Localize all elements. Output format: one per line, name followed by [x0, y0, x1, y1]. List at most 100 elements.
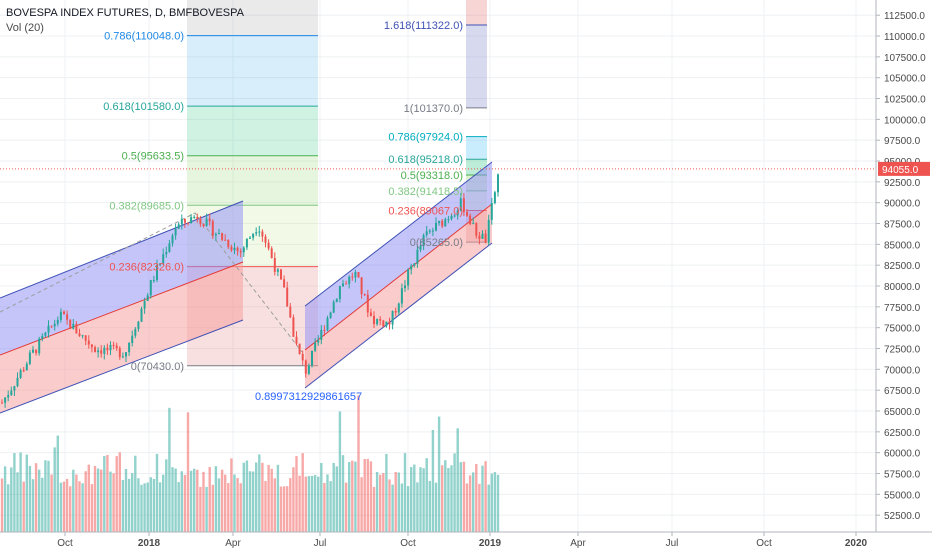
price-axis[interactable]: 52500.0 55000.0 57500.0 60000.0 62500.0 65000… [875, 0, 932, 550]
candle-body [428, 230, 431, 232]
price-tick-label: 65000.0 [884, 407, 921, 418]
price-tick-label: 100000.0 [884, 115, 926, 126]
volume-bar [0, 478, 4, 532]
symbol-title[interactable]: BOVESPA INDEX FUTURES, D, BMFBOVESPA [6, 7, 244, 19]
candle-body [478, 235, 481, 239]
candle-body [317, 339, 320, 343]
candle-body [87, 340, 90, 345]
volume-bar [413, 464, 416, 532]
candle-body [72, 323, 75, 329]
candle-body [38, 338, 41, 354]
volume-bar [366, 458, 369, 532]
candle-body [10, 390, 13, 396]
volume-bar [332, 462, 335, 532]
fib1-zone-05 [187, 155, 318, 206]
volume-bar [251, 471, 255, 532]
candle-body [298, 343, 301, 354]
volume-bar [286, 486, 289, 532]
volume-indicator-label[interactable]: Vol (20) [6, 22, 44, 34]
candle-body [382, 320, 385, 327]
candle-body [90, 344, 93, 348]
candle-body [81, 335, 84, 337]
candle-body [211, 221, 214, 236]
volume-bar [3, 466, 7, 532]
volume-bar [397, 472, 400, 532]
candle-body [94, 347, 96, 353]
candle-body [385, 321, 388, 327]
price-tick-label: 77500.0 [884, 303, 921, 314]
candle-body [490, 203, 493, 220]
volume-bar [189, 470, 193, 532]
candle-body [208, 218, 211, 222]
time-tick-label: 2020 [845, 538, 868, 549]
volume-bar [69, 486, 72, 532]
volume-bar [416, 482, 419, 532]
candle-body [450, 215, 453, 220]
candle-body [199, 218, 202, 225]
time-tick-label: Oct [400, 538, 416, 549]
volume-bar [155, 453, 159, 532]
candle-body [196, 216, 199, 219]
volume-bar [230, 458, 233, 532]
candle-body [146, 295, 149, 301]
volume-bar [354, 461, 357, 532]
candle-body [143, 300, 146, 309]
price-tick-label: 87500.0 [884, 220, 921, 231]
candle-body [4, 397, 7, 403]
volume-bar [41, 477, 44, 532]
chart-legend: BOVESPA INDEX FUTURES, D, BMFBOVESPA Vol… [6, 6, 244, 36]
candle-body [462, 198, 465, 213]
price-tick-label: 80000.0 [884, 282, 921, 293]
candles [1, 173, 499, 408]
candle-body [394, 310, 397, 313]
volume-bar [255, 462, 258, 532]
volume-bar [394, 471, 397, 532]
candle-body [242, 247, 245, 253]
price-tick-label: 112500.0 [884, 11, 925, 22]
volume-bar [168, 407, 171, 532]
volume-bar [186, 412, 190, 532]
volume-bar [472, 472, 475, 532]
candle-body [171, 235, 174, 244]
volume-bar [103, 455, 106, 532]
fib2-zone-top [466, 0, 487, 26]
fib2-level-label: 1.618(111322.0) [384, 20, 463, 32]
time-axis[interactable]: Oct 2018 Apr Jul Oct 2019 Apr Jul Oct 2020 [0, 531, 932, 549]
candle-body [28, 352, 31, 364]
candle-body [56, 319, 59, 324]
volume-bar [165, 459, 168, 532]
candle-body [165, 251, 168, 255]
volume-bar [137, 478, 140, 532]
candle-body [286, 287, 289, 307]
volume-bar [16, 472, 19, 532]
volume-bar [410, 467, 413, 532]
price-tick-label: 55000.0 [884, 490, 921, 501]
candle-body [320, 329, 323, 340]
candle-body [273, 258, 276, 272]
candle-body [44, 332, 47, 336]
volume-bar [447, 467, 450, 532]
channel2-lower-half [305, 204, 492, 388]
volume-bar [258, 454, 261, 532]
candle-body [326, 317, 329, 331]
candle-body [84, 335, 87, 341]
candle-body [283, 279, 286, 288]
volume-bar [267, 464, 270, 532]
candle-body [292, 317, 295, 337]
fib2-level-label: 0(85265.0) [410, 237, 463, 249]
price-tick-label: 70000.0 [884, 365, 921, 376]
volume-bar [493, 472, 497, 532]
price-tick-label: 102500.0 [884, 95, 926, 106]
fib2-zone-0786 [466, 136, 487, 160]
candle-body [497, 174, 499, 193]
volume-bar [292, 467, 295, 532]
volume-bar [295, 456, 298, 532]
volume-bar [152, 478, 156, 532]
price-tick-label: 82500.0 [884, 261, 921, 272]
volume-bar [320, 462, 323, 532]
candle-body [261, 231, 264, 237]
channel1-top-line [0, 200, 244, 299]
candle-body [410, 265, 413, 270]
price-tick-label: 90000.0 [884, 199, 921, 210]
